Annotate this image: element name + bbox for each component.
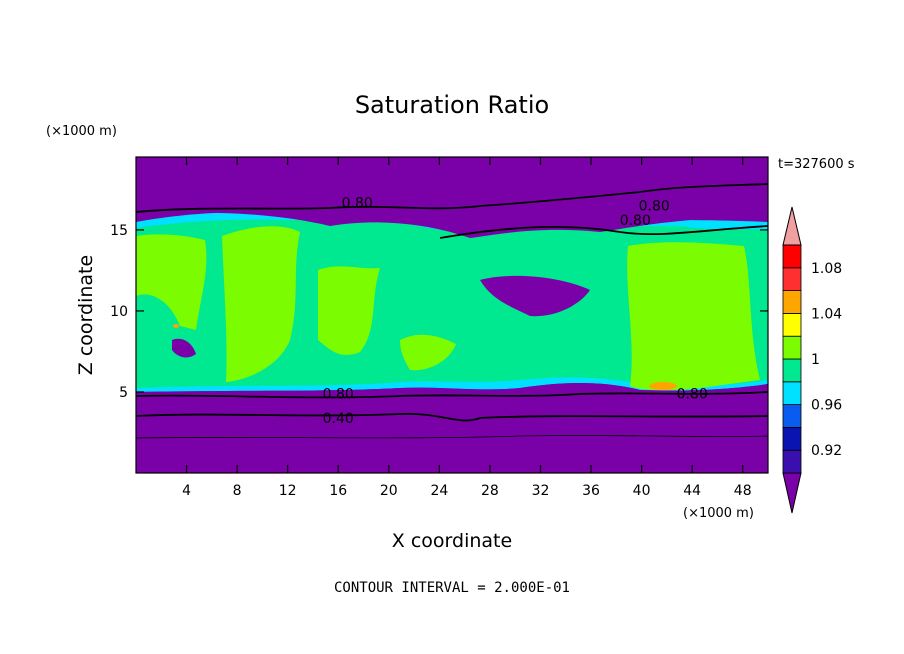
- contour-line-080-lower: [136, 391, 768, 399]
- colorbar-tick-label: 1.04: [811, 306, 842, 322]
- contour-line-080-upper2: [439, 225, 768, 239]
- colorbar-tick-label: 1: [811, 352, 820, 368]
- x-tick-label: 40: [633, 483, 651, 499]
- contour-field: [136, 157, 768, 473]
- x-axis: 4 8 12 16 20 24 28 32 36 40 44 48: [182, 157, 752, 499]
- colorbar-segment: [782, 290, 802, 314]
- contour-label-layer: 0.80 0.800.800.80 0.800.40: [323, 195, 708, 427]
- x-tick-label: 20: [380, 483, 398, 499]
- colorbar: 0.92 0.96 1 1.04 1.08: [782, 206, 842, 514]
- x-tick-label: 16: [329, 483, 347, 499]
- dry-pocket-left: [172, 338, 196, 358]
- colorbar-tick-label: 0.92: [811, 443, 842, 459]
- warm-spot-small: [173, 324, 179, 328]
- y-tick-label: 10: [110, 304, 128, 320]
- colorbar-segment: [782, 358, 802, 383]
- plot-frame: [135, 156, 769, 474]
- contour-label: 0.80: [620, 213, 651, 229]
- contour-label: 0.80: [677, 387, 708, 403]
- contour-label: 0.80: [323, 387, 354, 403]
- colorbar-segment: [782, 381, 802, 405]
- chart-title: Saturation Ratio: [355, 91, 549, 119]
- x-tick-label: 44: [683, 483, 701, 499]
- x-tick-label: 12: [279, 483, 297, 499]
- colorbar-segment: [782, 335, 802, 360]
- contour-label: 0.40: [323, 411, 354, 427]
- dry-lower-layer: [136, 383, 768, 473]
- colorbar-tick-label: 0.96: [811, 398, 842, 414]
- y-unit-label: (×1000 m): [46, 124, 117, 139]
- supersat-patch-left: [136, 234, 207, 330]
- colorbar-tick-label: 1.08: [811, 261, 842, 277]
- x-tick-label: 8: [233, 483, 242, 499]
- contour-interval-footer: CONTOUR INTERVAL = 2.000E-01: [334, 580, 570, 596]
- warm-spot: [649, 382, 677, 390]
- x-tick-label: 48: [734, 483, 752, 499]
- supersat-patch-right: [627, 242, 760, 391]
- supersat-patch-mid: [318, 266, 380, 355]
- supersat-patch-column: [222, 226, 300, 382]
- contour-label: 0.80: [342, 195, 373, 211]
- x-tick-label: 24: [430, 483, 448, 499]
- colorbar-segment: [782, 312, 802, 337]
- y-axis-label: Z coordinate: [75, 255, 97, 375]
- colorbar-segment: [782, 404, 802, 428]
- x-tick-label: 28: [481, 483, 499, 499]
- time-label: t=327600 s: [778, 157, 855, 172]
- x-tick-label: 4: [182, 483, 191, 499]
- x-axis-label: X coordinate: [392, 530, 512, 552]
- colorbar-upper-extension: [782, 206, 802, 246]
- contour-label: 0.80: [639, 199, 670, 215]
- y-tick-label: 15: [110, 223, 128, 239]
- contour-line-040: [136, 412, 768, 422]
- x-tick-label: 32: [532, 483, 550, 499]
- colorbar-lower-extension: [782, 472, 802, 514]
- dry-intrusion-center: [480, 275, 590, 317]
- x-tick-label: 36: [582, 483, 600, 499]
- contour-line-080-upper: [136, 183, 768, 213]
- y-tick-label: 5: [119, 385, 128, 401]
- supersat-patch-center: [400, 334, 456, 371]
- y-axis: 5 10 15: [110, 223, 768, 401]
- contour-line-thin: [136, 435, 768, 439]
- dry-intrusion-upper: [136, 157, 768, 238]
- colorbar-segment: [782, 244, 802, 269]
- colorbar-segment: [782, 426, 802, 451]
- colorbar-segment: [782, 449, 802, 474]
- x-unit-label: (×1000 m): [683, 506, 754, 521]
- colorbar-segment: [782, 267, 802, 291]
